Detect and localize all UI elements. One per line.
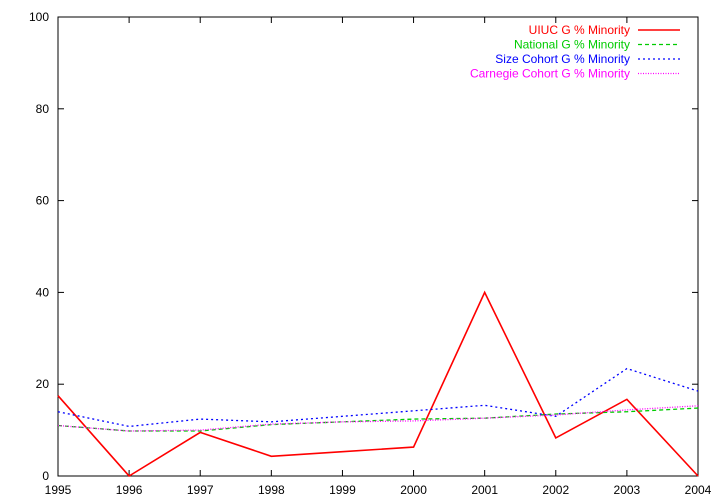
x-tick-label: 2003 [614,483,641,497]
x-tick-label: 1995 [45,483,72,497]
x-tick-label: 1996 [116,483,143,497]
x-tick-label: 1997 [187,483,214,497]
x-tick-label: 2004 [685,483,712,497]
y-tick-label: 100 [29,10,49,24]
y-tick-label: 80 [36,102,50,116]
x-tick-label: 1998 [258,483,285,497]
series-line-0 [57,290,699,478]
x-tick-label: 1999 [329,483,356,497]
series-line-3 [57,405,699,432]
axes: 1995 1996 1997 1998 1999 2000 2001 2002 2003 2004… [29,10,712,497]
series-line-1 [57,407,699,432]
legend-label-0: UIUC G % Minority [529,23,630,37]
y-tick-label: 40 [36,285,50,299]
legend-label-3: Carnegie Cohort G % Minority [470,67,630,81]
series-line-2 [57,367,699,428]
legend-label-1: National G % Minority [514,38,630,52]
x-tick-label: 2000 [400,483,427,497]
plot-frame [57,16,699,477]
y-tick-label: 0 [42,469,49,483]
series-lines [57,290,699,478]
x-tick-label: 2001 [471,483,498,497]
y-tick-label: 60 [36,194,50,208]
legend-label-2: Size Cohort G % Minority [495,52,630,66]
x-tick-label: 2002 [542,483,569,497]
y-tick-label: 20 [36,377,50,391]
